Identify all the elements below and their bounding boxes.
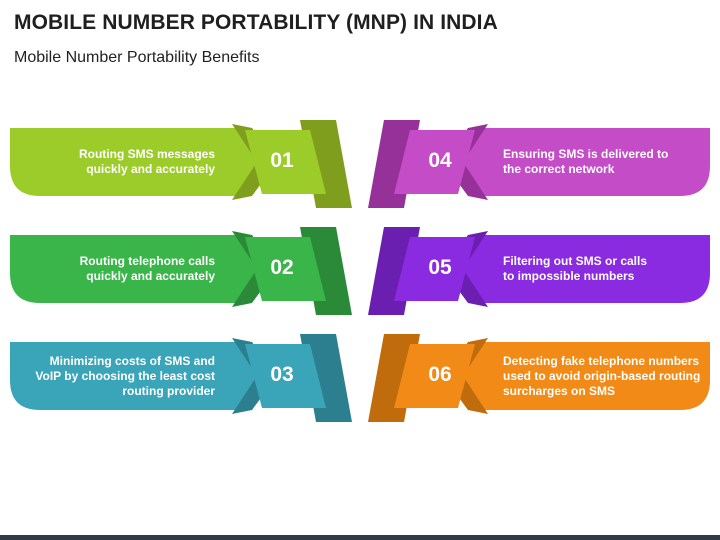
number-panel-03: [245, 344, 326, 408]
benefit-text-line: to impossible numbers: [503, 269, 635, 283]
benefit-text-line: surcharges on SMS: [503, 383, 616, 398]
benefit-text-line: Routing SMS messages: [78, 147, 215, 161]
number-panel-06: [394, 344, 475, 408]
benefit-text-line: Minimizing costs of SMS and: [49, 353, 215, 368]
bottom-band: [0, 535, 720, 540]
benefit-text-line: the correct network: [503, 162, 615, 176]
benefit-text-line: quickly and accurately: [86, 162, 215, 176]
number-panel-04: [394, 130, 475, 194]
benefit-text-line: quickly and accurately: [86, 269, 215, 283]
benefit-text-line: Detecting fake telephone numbers: [503, 353, 700, 368]
number-label-04: 04: [428, 149, 452, 172]
benefit-bar-02: [10, 235, 265, 303]
benefit-text-line: Routing telephone calls: [79, 254, 215, 268]
number-label-01: 01: [270, 149, 294, 172]
benefit-text-02: Routing telephone calls quickly and accur…: [80, 254, 215, 284]
benefit-bar-06: [455, 342, 710, 410]
benefit-bar-04: [455, 128, 710, 196]
page-title: MOBILE NUMBER PORTABILITY (MNP) IN INDIA: [14, 11, 498, 34]
benefit-bar-01: [10, 128, 265, 196]
number-label-02: 02: [270, 256, 294, 279]
benefit-text-03: Minimizing costs of SMS and VoIP by choos…: [35, 354, 215, 399]
benefit-text-line: used to avoid origin-based routing: [503, 368, 701, 383]
number-panel-02: [245, 237, 326, 301]
benefit-text-line: VoIP by choosing the least cost: [35, 368, 215, 383]
number-panel-05: [394, 237, 475, 301]
benefit-text-01: Routing SMS messages quickly and accurate…: [79, 147, 215, 177]
number-label-05: 05: [428, 256, 452, 279]
benefit-text-06: Detecting fake telephone numbers used to …: [503, 354, 700, 399]
number-label-03: 03: [270, 363, 294, 386]
number-panel-01: [245, 130, 326, 194]
benefit-bar-05: [455, 235, 710, 303]
benefit-bar-03: [10, 342, 265, 410]
benefit-text-05: Filtering out SMS or calls to impossible …: [503, 254, 647, 284]
benefit-text-line: Filtering out SMS or calls: [503, 254, 648, 268]
benefit-text-04: Ensuring SMS is delivered to the correct …: [503, 147, 668, 177]
page-subtitle: Mobile Number Portability Benefits: [14, 49, 260, 66]
benefit-text-line: routing provider: [122, 383, 215, 398]
number-label-06: 06: [428, 363, 452, 386]
benefit-text-line: Ensuring SMS is delivered to: [503, 147, 669, 161]
